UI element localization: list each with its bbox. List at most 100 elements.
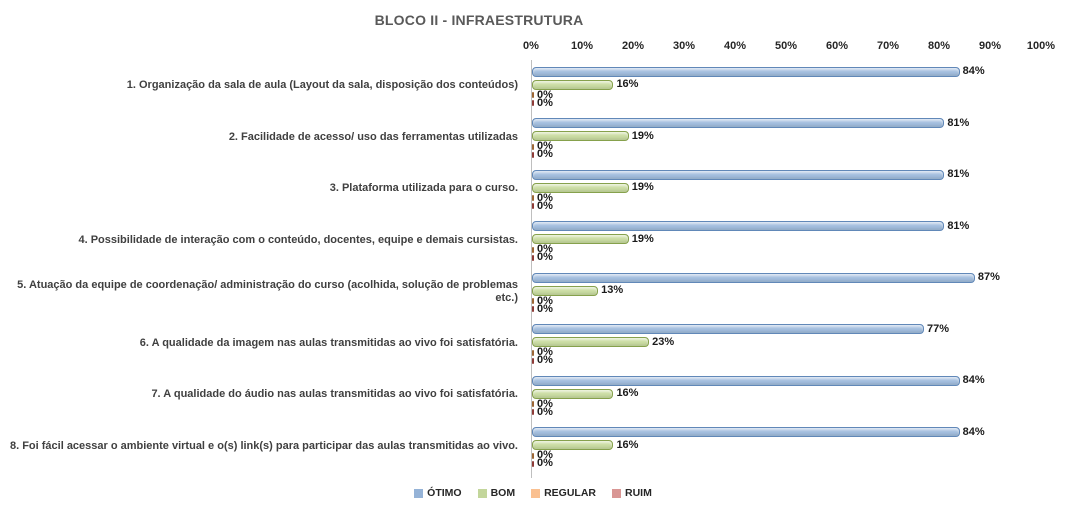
bar-chart-plot-area: 1. Organização da sala de aula (Layout d… [0,60,1066,472]
bar-group: 77% 23% 0% 0% [531,317,1066,369]
bar-line: 0% [532,191,1066,204]
bar-value-label: 16% [616,438,639,451]
legend-label: REGULAR [544,487,596,499]
bar-value-label: 84% [962,425,985,438]
bar-line: 0% [532,449,1066,461]
chart-row: 6. A qualidade da imagem nas aulas trans… [0,317,1066,369]
bar-value-label: 0% [537,191,553,204]
bar-ruim [532,460,534,467]
bar-line: 87% [532,271,1066,284]
bar-line: 19% [532,181,1066,194]
legend-swatch [414,488,424,498]
bar-value-label: 84% [962,374,985,386]
bar-otimo [532,66,960,77]
x-axis-tick-label: 90% [978,40,1002,52]
chart-row: 7. A qualidade do áudio nas aulas transm… [0,369,1066,421]
legend-label: ÓTIMO [427,487,462,499]
x-axis-tick-label: 50% [774,40,798,52]
bar-ruim [532,306,534,312]
bar-bom [532,182,629,193]
bar-line: 0% [532,140,1066,152]
bar-value-label: 81% [947,219,970,232]
bar-value-label: 19% [631,129,654,142]
legend-label: RUIM [625,487,652,499]
chart-row: 2. Facilidade de acesso/ uso das ferrame… [0,111,1066,163]
x-axis-tick-label: 80% [927,40,951,52]
bar-line: 0% [532,295,1066,306]
bar-line: 16% [532,387,1066,400]
legend-item: REGULAR [531,487,596,499]
bar-value-label: 0% [537,457,553,469]
bar-regular [532,195,534,201]
bar-value-label: 0% [537,96,553,109]
category-label: 6. A qualidade da imagem nas aulas trans… [139,336,518,349]
bar-value-label: 16% [616,387,639,399]
bar-line: 13% [532,284,1066,297]
category-label: 5. Atuação da equipe de coordenação/ adm… [17,279,518,304]
category-label: 8. Foi fácil acessar o ambiente virtual … [9,439,518,452]
bar-value-label: 0% [537,354,553,366]
bar-line: 16% [532,78,1066,91]
bar-value-label: 0% [537,346,553,358]
chart-title: BLOCO II - INFRAESTRUTURA [374,12,584,28]
bar-line: 77% [532,323,1066,336]
bar-line: 0% [532,89,1066,100]
bar-value-label: 84% [962,65,985,77]
bar-line: 0% [532,354,1066,366]
bar-regular [532,92,534,98]
bar-value-label: 19% [631,232,654,245]
bar-line: 16% [532,439,1066,452]
x-axis-tick-label: 60% [825,40,849,52]
bar-value-label: 16% [616,78,639,90]
bar-otimo [532,221,945,231]
bar-line: 0% [532,149,1066,160]
legend-item: ÓTIMO [414,487,462,499]
x-axis-tick-label: 0% [523,40,539,52]
bar-regular [532,246,534,253]
bar-ruim [532,357,534,364]
bar-group: 84% 16% 0% 0% [531,369,1066,421]
bar-value-label: 13% [601,284,624,296]
bar-bom [532,285,599,296]
bar-otimo [532,427,960,437]
bar-line: 84% [532,426,1066,439]
bar-ruim [532,254,534,261]
chart-legend: ÓTIMO BOM REGULAR RUIM [0,487,1066,499]
bar-group: 81% 19% 0% 0% [531,163,1066,215]
category-label: 4. Possibilidade de interação com o cont… [78,233,518,246]
bar-bom [532,337,650,347]
bar-value-label: 0% [537,140,553,152]
bar-line: 0% [532,457,1066,469]
bar-otimo [532,169,945,180]
bar-bom [532,440,614,450]
bar-line: 0% [532,96,1066,109]
legend-item: RUIM [612,487,652,499]
bar-bom [532,131,629,141]
bar-line: 19% [532,233,1066,246]
bar-line: 0% [532,406,1066,417]
bar-group: 84% 16% 0% 0% [531,420,1066,472]
bar-line: 0% [532,346,1066,358]
bar-value-label: 0% [537,199,553,212]
bar-line: 23% [532,336,1066,349]
x-axis-tick-label: 70% [876,40,900,52]
bar-ruim [532,100,534,106]
bar-value-label: 19% [631,181,654,193]
bar-value-label: 0% [537,251,553,263]
bar-otimo [532,375,960,386]
bar-group: 81% 19% 0% 0% [531,111,1066,163]
bar-otimo [532,272,975,283]
category-label: 2. Facilidade de acesso/ uso das ferrame… [228,130,518,143]
category-label: 1. Organização da sala de aula (Layout d… [126,79,518,92]
x-axis-tick-label: 100% [1026,40,1056,52]
legend-item: BOM [477,487,515,499]
chart-row: 5. Atuação da equipe de coordenação/ adm… [0,266,1066,318]
bar-regular [532,452,534,459]
bar-group: 81% 19% 0% 0% [531,214,1066,266]
bar-value-label: 0% [537,449,553,461]
x-axis-tick-label: 30% [672,40,696,52]
bar-line: 0% [532,303,1066,314]
bar-otimo [532,324,924,334]
bar-line: 0% [532,199,1066,212]
bar-line: 81% [532,220,1066,233]
